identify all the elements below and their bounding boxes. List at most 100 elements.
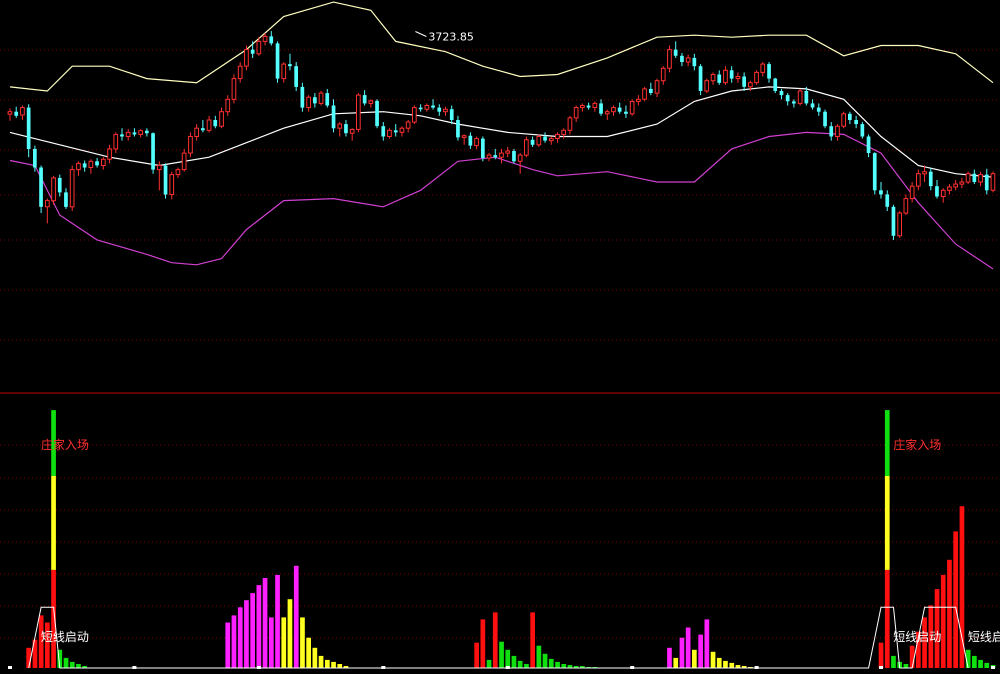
candle-body — [120, 134, 124, 137]
baseline-marker — [630, 666, 635, 669]
candle-body — [393, 130, 398, 133]
outline-line — [28, 606, 969, 669]
indicator-bar-green — [536, 645, 542, 668]
indicator-bar-green — [972, 655, 977, 668]
candle-down — [872, 152, 877, 195]
baseline-marker — [132, 666, 137, 669]
candle-body — [604, 111, 610, 115]
indicator-bar-red — [953, 531, 958, 668]
candle-body — [69, 169, 75, 208]
candle-body — [984, 174, 989, 191]
candle-down — [729, 66, 734, 83]
candle-up — [412, 105, 417, 125]
spike-segment-yellow — [884, 475, 890, 570]
baseline-marker — [381, 666, 386, 669]
candle-body — [206, 119, 212, 131]
indicator-bar-red — [934, 589, 940, 668]
candle-up — [517, 153, 523, 174]
candle-down — [344, 119, 348, 137]
bollinger-bands — [9, 1, 994, 270]
candle-body — [792, 101, 796, 104]
candle-up — [424, 103, 430, 112]
candle-up — [959, 177, 965, 189]
label-zhuangjia-ruchang: 庄家入场 — [41, 437, 89, 452]
candle-down — [649, 82, 653, 96]
indicator-bar-magenta — [231, 615, 237, 668]
indicator-bar-yellow — [300, 617, 305, 668]
indicator-baseline-markers — [8, 666, 995, 669]
label-duanxian-qidong: 短线启动 — [893, 630, 941, 644]
candle-body — [231, 78, 237, 100]
candle-body — [113, 133, 119, 150]
candle-down — [325, 88, 330, 108]
candle-up — [281, 62, 287, 83]
candle-body — [710, 74, 716, 82]
candle-body — [685, 57, 691, 63]
candle-down — [95, 158, 99, 168]
candle-up — [337, 122, 343, 137]
candle-body — [903, 198, 909, 214]
indicator-bar-yellow — [723, 660, 728, 668]
indicator-spike-bar — [884, 410, 890, 668]
candle-up — [748, 80, 753, 92]
candle-up — [7, 108, 13, 121]
candle-body — [654, 80, 660, 94]
candle-down — [717, 70, 722, 85]
candle-up — [916, 169, 921, 191]
candle-body — [244, 49, 249, 67]
candle-down — [57, 174, 62, 197]
candle-body — [760, 63, 766, 73]
candle-body — [156, 165, 162, 171]
candle-body — [785, 95, 790, 102]
candle-down — [120, 128, 124, 141]
indicator-bar-green — [965, 649, 971, 668]
candle-body — [835, 125, 840, 137]
candle-body — [181, 152, 187, 171]
indicator-bar-yellow — [343, 666, 349, 668]
candle-up — [51, 175, 56, 205]
candle-body — [33, 148, 37, 168]
candle-up — [76, 161, 81, 176]
baseline-marker — [8, 666, 12, 669]
candle-body — [555, 133, 560, 139]
candle-body — [872, 153, 877, 191]
candle-body — [829, 126, 834, 137]
indicator-bar-magenta — [244, 600, 249, 668]
candle-up — [548, 136, 554, 145]
candle-body — [325, 93, 330, 106]
candle-body — [294, 66, 298, 87]
candle-body — [387, 129, 392, 138]
indicator-bar-yellow — [306, 637, 311, 668]
indicator-bar-yellow — [312, 647, 318, 668]
candle-down — [829, 122, 834, 141]
indicator-bar-green — [561, 664, 567, 668]
indicator-bar-green — [978, 659, 983, 668]
indicator-bar-yellow — [735, 665, 741, 668]
candle-body — [592, 102, 598, 109]
indicator-bar-red — [45, 622, 50, 668]
candle-body — [138, 130, 144, 135]
indicator-bar-red — [940, 574, 946, 668]
candle-body — [505, 150, 511, 154]
candle-body — [337, 123, 343, 129]
candle-up — [555, 132, 560, 143]
indicator-bar-red — [38, 615, 44, 668]
candle-body — [810, 103, 815, 108]
indicator-bar-green — [524, 664, 529, 668]
candle-down — [250, 41, 255, 58]
candle-down — [468, 132, 473, 149]
candle-body — [735, 76, 741, 80]
candle-down — [866, 134, 871, 158]
candle-down — [773, 77, 778, 94]
candle-down — [530, 136, 535, 147]
candle-body — [748, 82, 753, 88]
candle-body — [219, 111, 224, 127]
candle-down — [269, 31, 274, 46]
candle-body — [281, 63, 287, 80]
candle-body — [773, 78, 778, 91]
candle-up — [841, 111, 846, 129]
candle-down — [151, 132, 155, 174]
indicator-bar-green — [984, 662, 990, 668]
